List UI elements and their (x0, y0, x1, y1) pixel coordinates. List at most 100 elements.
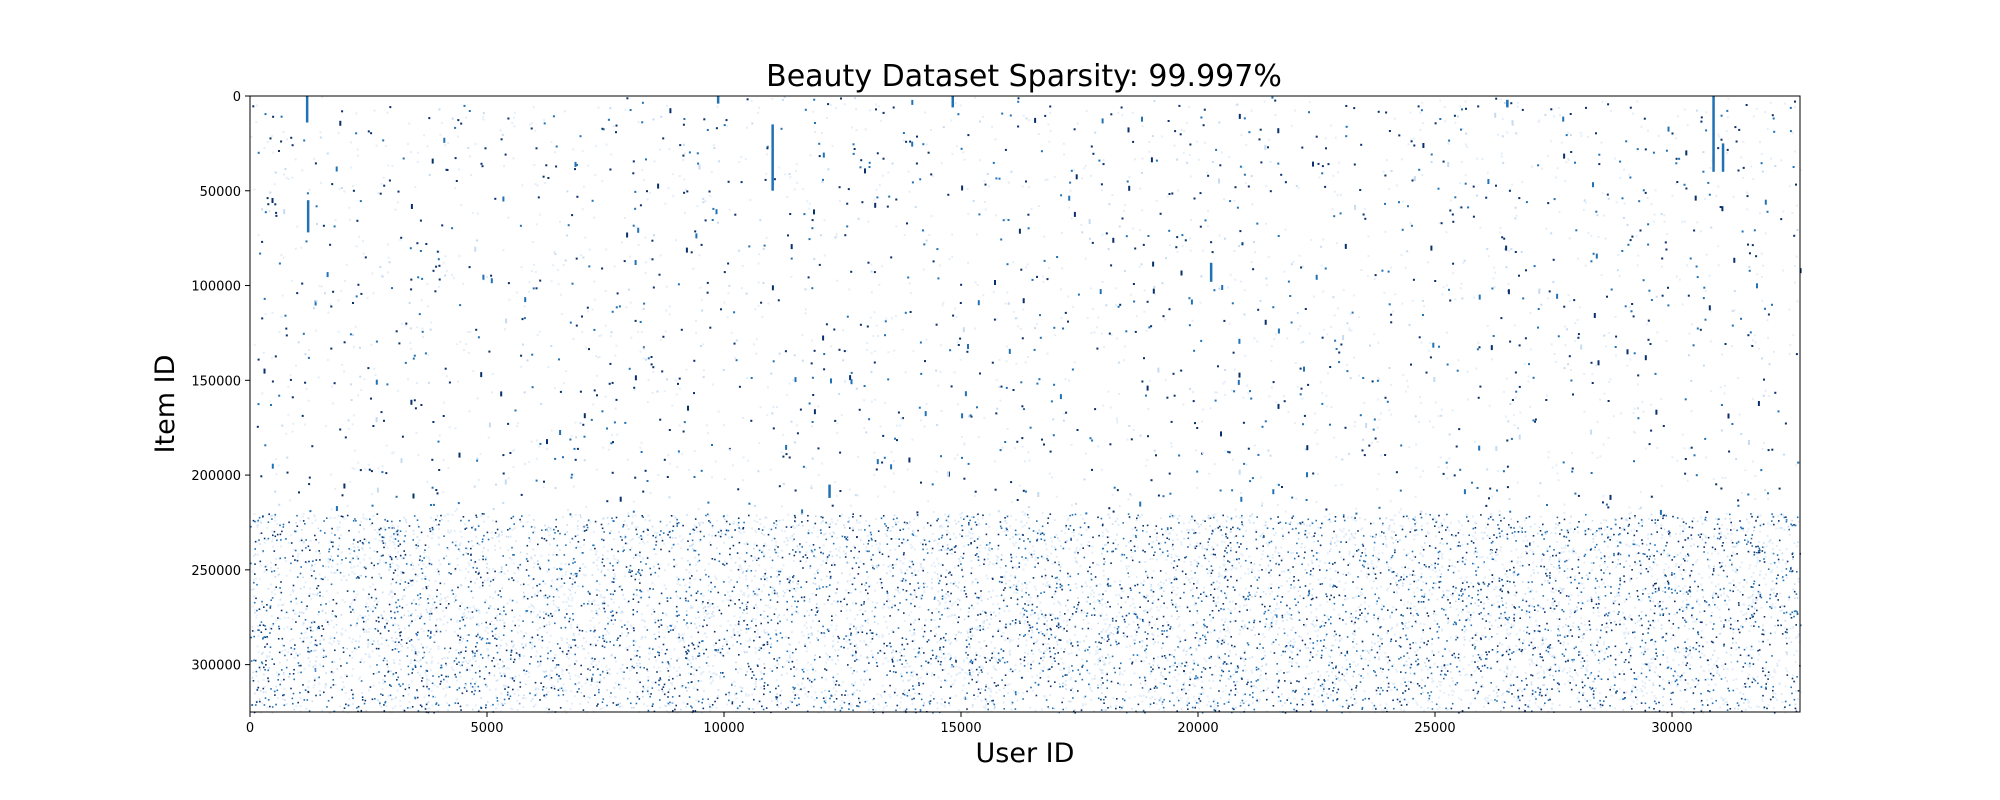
background-speckle (1224, 541, 1226, 543)
background-speckle (1276, 685, 1278, 687)
background-speckle (1599, 530, 1601, 532)
background-speckle (1284, 614, 1286, 616)
background-speckle (1489, 405, 1491, 407)
background-speckle (1221, 541, 1223, 543)
background-speckle (1462, 590, 1464, 592)
background-speckle (582, 530, 584, 532)
background-speckle (644, 519, 646, 521)
background-speckle (741, 568, 743, 570)
background-speckle (1552, 601, 1554, 603)
background-speckle (1508, 526, 1510, 528)
background-speckle (1578, 556, 1580, 558)
background-speckle (825, 696, 827, 698)
background-speckle (597, 568, 599, 570)
background-speckle (577, 624, 579, 626)
background-speckle (1473, 297, 1475, 299)
background-speckle (1468, 664, 1470, 666)
background-speckle (1422, 631, 1424, 633)
background-speckle (1683, 608, 1685, 610)
background-speckle (758, 564, 760, 566)
background-speckle (666, 105, 668, 107)
background-speckle (1300, 325, 1302, 327)
background-speckle (757, 703, 759, 705)
background-speckle (1547, 548, 1549, 550)
background-speckle (1368, 605, 1370, 607)
background-speckle (1642, 685, 1644, 687)
background-speckle (469, 669, 471, 671)
background-speckle (1033, 550, 1035, 552)
background-speckle (1032, 690, 1034, 692)
background-speckle (1381, 605, 1383, 607)
background-speckle (511, 529, 513, 531)
background-speckle (647, 534, 649, 536)
background-speckle (314, 519, 316, 521)
background-speckle (727, 599, 729, 601)
background-speckle (1186, 529, 1188, 531)
background-speckle (1016, 699, 1018, 701)
background-speckle (1637, 384, 1639, 386)
background-speckle (769, 668, 771, 670)
background-speckle (340, 562, 342, 564)
background-speckle (1160, 542, 1162, 544)
background-speckle (1335, 137, 1337, 139)
background-speckle (1181, 129, 1183, 131)
background-speckle (1731, 524, 1733, 526)
background-speckle (883, 707, 885, 709)
background-speckle (1009, 580, 1011, 582)
background-speckle (594, 604, 596, 606)
background-speckle (889, 570, 891, 572)
background-speckle (444, 615, 446, 617)
background-speckle (1204, 594, 1206, 596)
background-speckle (1367, 275, 1369, 277)
background-speckle (714, 672, 716, 674)
background-speckle (696, 531, 698, 533)
background-speckle (280, 316, 282, 318)
background-speckle (781, 530, 783, 532)
background-speckle (1147, 408, 1149, 410)
background-speckle (553, 567, 555, 569)
background-speckle (1262, 553, 1264, 555)
background-speckle (410, 348, 412, 350)
background-speckle (262, 552, 264, 554)
background-speckle (837, 659, 839, 661)
background-speckle (469, 659, 471, 661)
background-speckle (1668, 567, 1670, 569)
background-speckle (1291, 662, 1293, 664)
background-speckle (1271, 345, 1273, 347)
background-speckle (629, 645, 631, 647)
background-speckle (688, 687, 690, 689)
background-speckle (781, 569, 783, 571)
background-speckle (811, 426, 813, 428)
background-speckle (1143, 580, 1145, 582)
background-speckle (1109, 657, 1111, 659)
background-speckle (1094, 675, 1096, 677)
background-speckle (1210, 554, 1212, 556)
background-speckle (743, 543, 745, 545)
background-speckle (775, 608, 777, 610)
background-speckle (1766, 545, 1768, 547)
background-speckle (1214, 463, 1216, 465)
background-speckle (1758, 654, 1760, 656)
background-speckle (1015, 664, 1017, 666)
background-speckle (1586, 669, 1588, 671)
background-speckle (1619, 275, 1621, 277)
background-speckle (1177, 587, 1179, 589)
background-speckle (792, 691, 794, 693)
background-speckle (948, 514, 950, 516)
background-speckle (649, 653, 651, 655)
background-speckle (879, 549, 881, 551)
background-speckle (356, 556, 358, 558)
background-speckle (917, 678, 919, 680)
background-speckle (749, 565, 751, 567)
background-speckle (990, 695, 992, 697)
background-speckle (1032, 632, 1034, 634)
background-speckle (1076, 547, 1078, 549)
background-speckle (544, 182, 546, 184)
background-speckle (867, 221, 869, 223)
background-speckle (345, 629, 347, 631)
background-speckle (1599, 678, 1601, 680)
background-speckle (271, 540, 273, 542)
background-speckle (1516, 633, 1518, 635)
background-speckle (956, 640, 958, 642)
background-speckle (859, 561, 861, 563)
